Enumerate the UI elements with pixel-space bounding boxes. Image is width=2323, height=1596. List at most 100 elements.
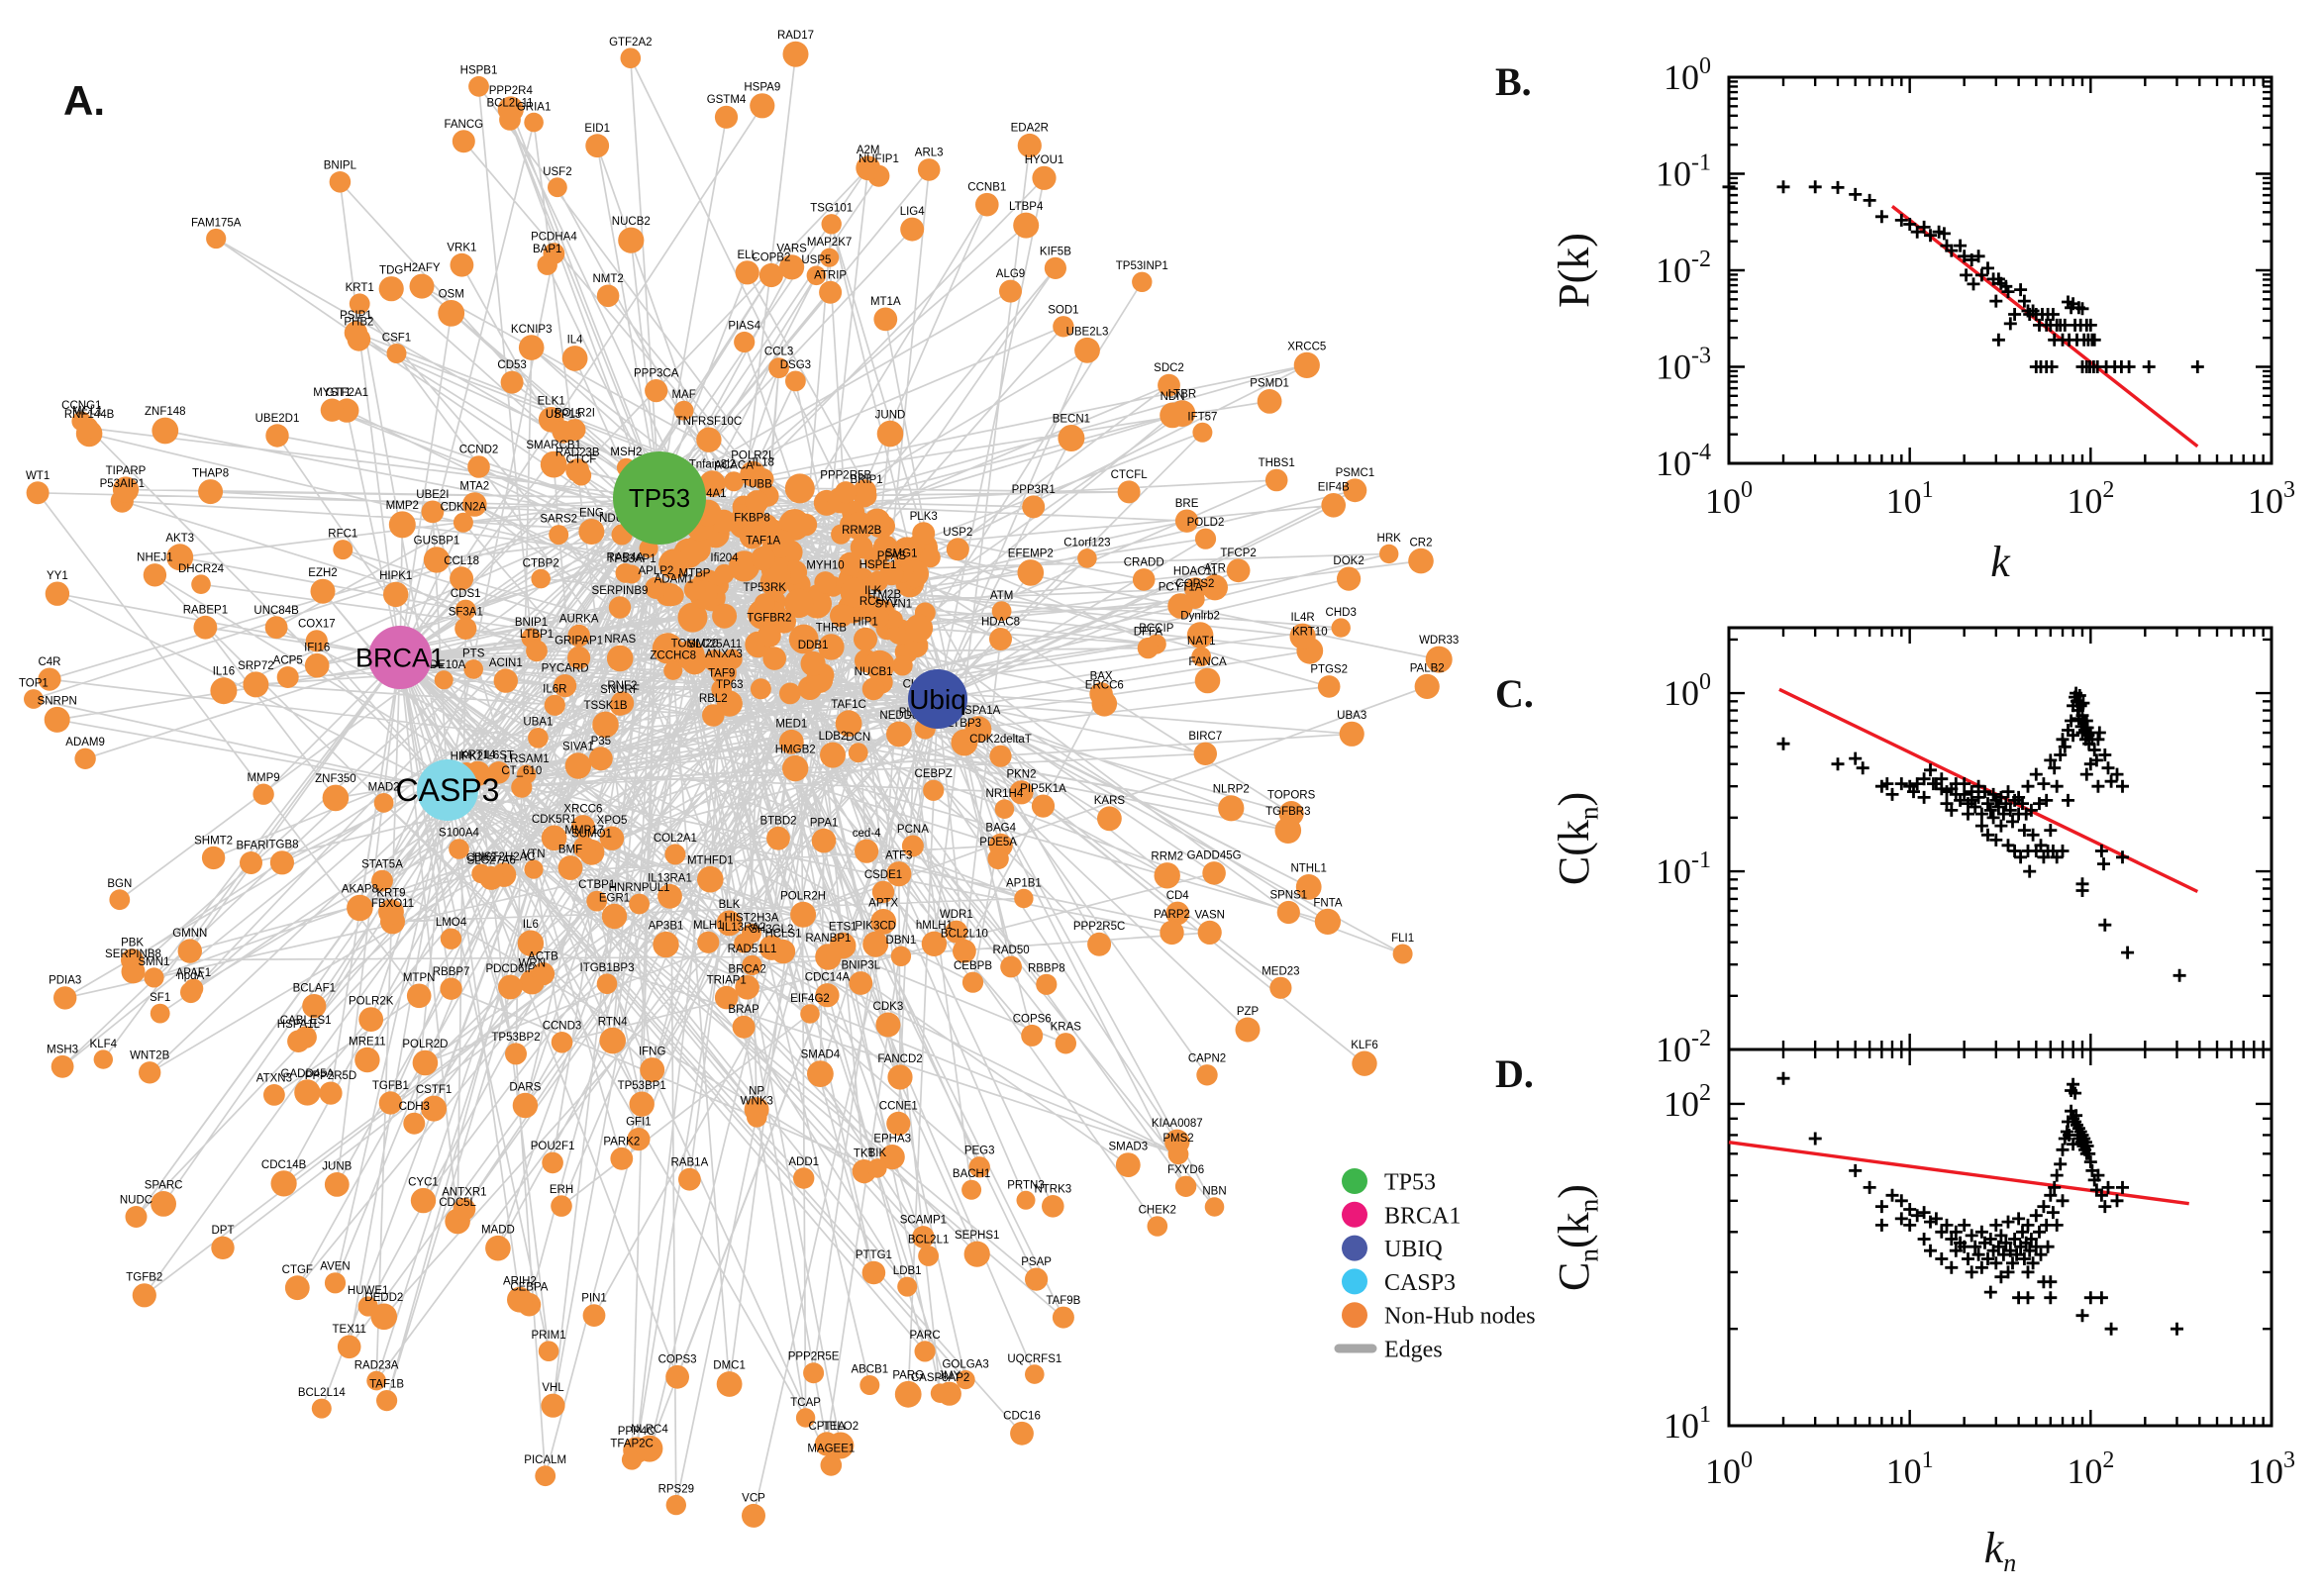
- gene-node: [26, 481, 50, 505]
- gene-node: [683, 578, 706, 601]
- legend-swatch-circle: [1342, 1201, 1367, 1228]
- gene-node-label: WRN: [519, 958, 546, 970]
- gene-node-label: IL18: [753, 457, 774, 469]
- gene-node-label: CDC16: [1003, 1411, 1041, 1423]
- gene-node-label: FNTA: [1313, 897, 1343, 909]
- gene-node-label: EIF4G2: [790, 993, 830, 1005]
- gene-node-label: RAB1A: [671, 1156, 709, 1168]
- tick-label-10e1: 101: [1886, 1447, 1934, 1491]
- gene-node: [716, 1371, 743, 1397]
- gene-node: [541, 1393, 565, 1418]
- gene-node-label: SYVN1: [874, 599, 912, 611]
- gene-node: [779, 254, 805, 280]
- gene-node-label: FAM175A: [191, 217, 242, 229]
- legend-swatch-circle: [1342, 1235, 1367, 1261]
- gene-node-label: VRK1: [447, 242, 476, 253]
- gene-node-label: ATXN3: [256, 1073, 292, 1085]
- legend-swatch-circle: [1342, 1168, 1367, 1194]
- gene-node-label: HDAC11: [1173, 566, 1218, 578]
- gene-node-label: RANBP1: [805, 933, 851, 945]
- legend-label: BRCA1: [1384, 1203, 1461, 1229]
- gene-node-label: WT1: [26, 470, 50, 482]
- gene-node: [912, 522, 936, 546]
- gene-node: [1042, 1195, 1064, 1218]
- gene-node: [524, 112, 544, 133]
- gene-node-label: PDE10A: [422, 659, 465, 671]
- gene-node: [1000, 955, 1022, 978]
- gene-node-label: CCND3: [543, 1021, 582, 1033]
- gene-node: [807, 1060, 834, 1087]
- gene-labels: TP53RK KIAA0087 THAP8 CDC14B CDC14A MAGEE1 DHC…: [19, 30, 1459, 1504]
- gene-node-label: PIN1: [581, 1293, 607, 1305]
- gene-node: [263, 1084, 285, 1106]
- gene-node-label: TP53BP1: [618, 1080, 666, 1092]
- gene-node: [914, 1341, 936, 1362]
- gene-node-label: THRB: [816, 623, 848, 635]
- tick-label-10e3: 103: [2248, 477, 2295, 521]
- gene-node-label: BACH1: [953, 1168, 990, 1180]
- gene-node-label: MRE11: [349, 1036, 386, 1047]
- gene-node-label: SCAMP1: [900, 1215, 947, 1227]
- gene-node-label: LRSAM1: [504, 753, 550, 765]
- gene-node-label: SARS2: [540, 514, 577, 526]
- gene-node-label: CTGF: [282, 1264, 313, 1276]
- gene-node-label: SUMO1: [571, 828, 612, 840]
- gene-node: [493, 668, 518, 693]
- gene-node: [1053, 316, 1074, 338]
- gene-node: [166, 544, 194, 571]
- gene-node-label: CASP8AP2: [911, 1372, 969, 1384]
- gene-node-label: MMP9: [247, 772, 279, 784]
- gene-node: [1089, 682, 1113, 706]
- gene-node-label: HSPA9: [744, 82, 780, 94]
- gene-node: [540, 450, 567, 478]
- gene-node-label: UBA1: [523, 717, 553, 729]
- gene-node: [498, 974, 523, 1000]
- gene-node-label: NRAS: [604, 634, 636, 646]
- gene-node: [886, 721, 912, 748]
- gene-node-label: PLK3: [910, 511, 938, 523]
- gene-node-label: GFI1: [626, 1117, 652, 1129]
- gene-node-label: UBE2D1: [255, 413, 300, 425]
- gene-node-label: ADAM1: [655, 574, 694, 586]
- gene-node: [814, 571, 837, 594]
- gene-node: [606, 645, 634, 672]
- fit-line: [1728, 1141, 2189, 1206]
- gene-node: [485, 1235, 511, 1261]
- gene-node: [696, 427, 722, 452]
- gene-node: [561, 346, 588, 371]
- gene-node: [861, 1260, 886, 1285]
- gene-node-label: IL13RA1: [648, 872, 692, 884]
- gene-node: [897, 1276, 918, 1297]
- gene-node: [243, 671, 269, 698]
- gene-node: [450, 566, 474, 591]
- gene-node: [782, 41, 809, 67]
- gene-node: [1174, 509, 1199, 533]
- gene-node-label: PTGS2: [1310, 664, 1348, 676]
- gene-node-label: CYC1: [408, 1176, 439, 1188]
- gene-node-label: SMAD3: [1108, 1142, 1148, 1153]
- gene-node: [653, 931, 679, 958]
- gene-node: [526, 640, 548, 662]
- gene-node: [582, 1304, 606, 1327]
- gene-node: [855, 839, 879, 863]
- gene-node-label: POU2F1: [531, 1141, 575, 1152]
- gene-node: [467, 455, 490, 478]
- gene-node: [333, 540, 354, 560]
- gene-node: [1425, 646, 1453, 673]
- gene-node: [1055, 1033, 1077, 1054]
- gene-node-label: TGFBR2: [747, 613, 791, 625]
- gene-node-label: TFCP2: [1220, 548, 1256, 559]
- gene-node-label: NUCB1: [855, 666, 893, 678]
- gene-node: [592, 711, 619, 739]
- gene-node-label: RFC1: [328, 529, 357, 541]
- gene-node-label: TNFRSF10C: [676, 416, 742, 428]
- gene-node: [1014, 888, 1034, 909]
- gene-node-label: BECN1: [1053, 414, 1090, 426]
- gene-node-label: MTHFD1: [687, 854, 734, 866]
- gene-node-label: ACP5: [273, 655, 303, 667]
- gene-node-label: HCLS1: [764, 928, 801, 940]
- gene-node: [109, 889, 131, 911]
- core-node: [765, 529, 795, 558]
- gene-node: [1022, 495, 1046, 519]
